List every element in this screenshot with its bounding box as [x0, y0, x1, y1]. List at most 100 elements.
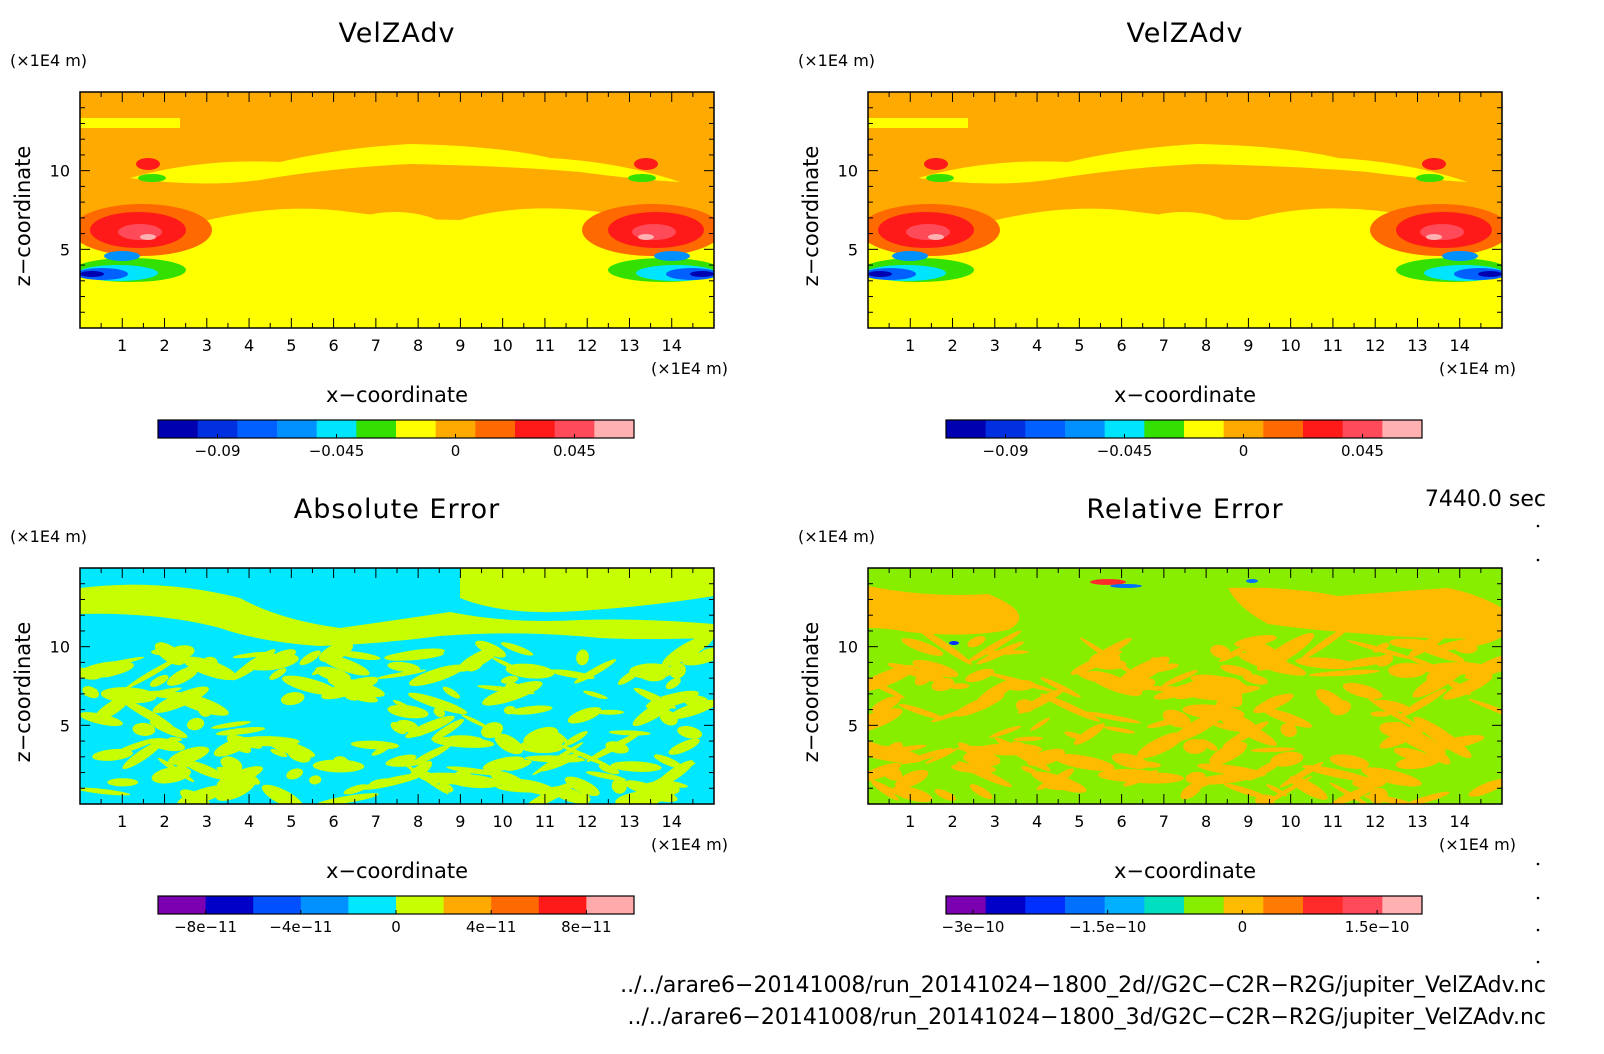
field-patch: [333, 756, 349, 767]
field-patch: [149, 738, 186, 752]
field-eddy-right-red: [1422, 158, 1446, 170]
colorbar-swatch: [277, 420, 318, 438]
field-patch: [868, 665, 917, 692]
field-patch: [884, 744, 927, 754]
field-patch: [868, 762, 902, 782]
x-tick-label: 1: [117, 336, 127, 355]
field-patch: [1395, 726, 1418, 742]
field-patch: [668, 738, 700, 755]
x-tick-label: 3: [990, 336, 1000, 355]
dot: [1536, 896, 1540, 900]
field-patch: [1468, 778, 1502, 797]
field-patch: [913, 624, 973, 665]
field-patch: [482, 756, 525, 772]
x-tick-label: 12: [577, 336, 597, 355]
field-patch: [384, 650, 444, 661]
field-patch: [80, 787, 131, 796]
field-patch: [280, 692, 305, 706]
colorbar-swatch: [253, 896, 302, 914]
field-patch: [930, 704, 982, 723]
field-patch: [268, 649, 297, 664]
field-patch: [94, 696, 130, 721]
x-tick-label: 2: [159, 336, 169, 355]
field-patch: [1021, 766, 1037, 774]
field-patch: [1405, 791, 1450, 804]
field-patch: [431, 719, 464, 741]
x-tick-label: 5: [286, 812, 296, 831]
field-patch: [595, 709, 624, 715]
colorbar-swatch: [491, 896, 540, 914]
field-lobe-right-core: [1478, 271, 1502, 277]
field-patch: [564, 776, 600, 797]
field-patch: [409, 664, 464, 687]
field-patch: [868, 708, 903, 735]
x-tick-label: 8: [1201, 812, 1211, 831]
field-patch: [895, 769, 929, 789]
x-tick-label: 13: [1407, 336, 1427, 355]
field-patch: [967, 635, 986, 648]
field-patch: [957, 742, 983, 758]
x-tick-label: 11: [1323, 812, 1343, 831]
y-axis-label: z−coordinate: [11, 622, 35, 763]
y-axis-label: z−coordinate: [799, 622, 823, 763]
field-patch: [494, 733, 524, 755]
field-patch: [1250, 747, 1295, 753]
x-tick-label: 4: [244, 812, 254, 831]
colorbar-tick-label: −8e−11: [174, 918, 237, 936]
x-tick-label: 4: [244, 336, 254, 355]
field-patch: [1162, 709, 1191, 728]
x-tick-label: 6: [1117, 336, 1127, 355]
field-patch: [532, 742, 584, 776]
field-patch: [1180, 782, 1202, 800]
colorbar-tick-label: 0: [1238, 918, 1248, 936]
field-patch: [1183, 739, 1207, 754]
colorbar-swatch: [1065, 420, 1106, 438]
field-patch: [361, 773, 424, 790]
field-patch: [684, 697, 698, 706]
field-left-upper: [868, 586, 1020, 635]
field-patch: [461, 714, 489, 728]
field-patch: [149, 720, 188, 739]
colorbar-swatch: [396, 420, 437, 438]
colorbar-swatch: [1342, 420, 1383, 438]
field-patch: [299, 650, 321, 666]
colorbar-swatch: [1065, 896, 1106, 914]
field-patch: [547, 728, 569, 743]
x-tick-label: 11: [535, 812, 555, 831]
field-patch: [610, 761, 662, 772]
field-patch: [143, 687, 182, 698]
field-patch: [1361, 767, 1422, 787]
field-patch: [1194, 773, 1255, 785]
x-axis-label: x−coordinate: [1114, 859, 1256, 883]
colorbar-swatch: [356, 420, 397, 438]
colorbar-swatch: [1263, 896, 1304, 914]
colorbar-tick-label: −1.5e−10: [1069, 918, 1146, 936]
field-patch: [1222, 721, 1269, 748]
field-patch: [617, 668, 642, 685]
field-patch: [1209, 741, 1248, 765]
field-upper-band: [80, 584, 714, 646]
colorbar: −0.09 −0.045 0 0.045: [945, 419, 1423, 460]
y-tick-label: 5: [848, 240, 858, 259]
colorbar-tick-label: 0: [1239, 442, 1249, 460]
field-patch: [1162, 669, 1198, 687]
field-patch: [1083, 711, 1141, 724]
x-unit-label: (×1E4 m): [1439, 359, 1516, 378]
field-spike-red: [1090, 579, 1126, 585]
field-right-upper: [1228, 587, 1502, 639]
x-tick-label: 2: [947, 812, 957, 831]
x-tick-label: 14: [1450, 812, 1470, 831]
y-tick-label: 5: [60, 716, 70, 735]
field-patch: [583, 690, 608, 699]
field-patch: [574, 659, 617, 684]
field-patch: [638, 667, 667, 682]
y-unit-label: (×1E4 m): [798, 51, 875, 70]
field-patch: [524, 782, 576, 804]
field-patch: [642, 762, 696, 790]
y-unit-label: (×1E4 m): [10, 527, 87, 546]
field-patch: [286, 768, 303, 780]
field-spike-blue-3: [949, 641, 959, 645]
field-lobe-left-upper: [892, 251, 928, 261]
field-patch: [969, 784, 993, 800]
field-patch: [513, 779, 558, 796]
